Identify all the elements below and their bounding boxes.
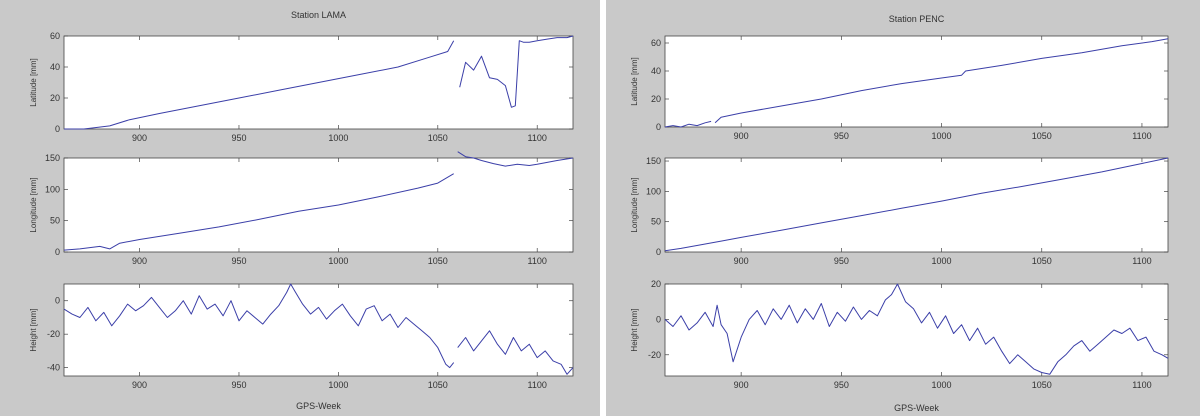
- x-tick-label: 950: [834, 256, 849, 266]
- subplot-2: 900 950 1000 1050 1100 0 50 100 150 Longitude [mm…: [29, 151, 574, 266]
- x-tick-label: 1000: [328, 380, 348, 390]
- x-tick-label: 1100: [1132, 131, 1151, 141]
- y-tick-label: 150: [646, 156, 661, 166]
- x-tick-label: 950: [834, 131, 849, 141]
- x-tick-label: 950: [231, 256, 246, 266]
- x-tick-label: 1100: [528, 133, 547, 143]
- y-tick-label: 40: [50, 62, 60, 72]
- x-tick-label: 950: [231, 380, 246, 390]
- series-line: [63, 173, 454, 251]
- y-axis-label: Latitude [mm]: [630, 57, 639, 105]
- x-tick-label: 900: [734, 131, 749, 141]
- x-tick-label: 1050: [428, 380, 448, 390]
- x-tick-label: 1050: [1032, 131, 1052, 141]
- x-tick-label: 1000: [328, 256, 348, 266]
- y-tick-label: -20: [648, 350, 661, 360]
- x-tick-label: 1000: [328, 133, 348, 143]
- y-tick-label: 100: [45, 184, 60, 194]
- series-line: [714, 38, 1169, 124]
- series-line: [63, 283, 455, 369]
- series-line: [457, 151, 574, 167]
- subplot-1: 900 950 1000 1050 1100 0 20 40 60 Latitude [mm]: [630, 35, 1169, 141]
- x-tick-label: 1000: [932, 380, 952, 390]
- y-axis-label: Height [mm]: [29, 308, 38, 351]
- chart-title: Station LAMA: [291, 10, 346, 20]
- subplot-1: 900 950 1000 1050 1100 0 20 40 60 Latitude [mm]: [29, 31, 574, 143]
- y-tick-label: 60: [50, 31, 60, 41]
- chart-title: Station PENC: [889, 14, 945, 24]
- y-axis-label: Height [mm]: [630, 308, 639, 351]
- y-tick-label: 60: [651, 38, 661, 48]
- y-tick-label: 0: [656, 314, 661, 324]
- y-tick-label: 20: [50, 93, 60, 103]
- y-tick-label: 50: [651, 217, 661, 227]
- y-axis-label: Longitude [mm]: [630, 177, 639, 232]
- plot-area: [664, 283, 1169, 377]
- y-tick-label: 40: [651, 66, 661, 76]
- series-line: [459, 35, 574, 108]
- x-axis-label: GPS-Week: [894, 403, 939, 413]
- x-tick-label: 950: [834, 380, 849, 390]
- y-tick-label: 20: [651, 94, 661, 104]
- x-tick-label: 1100: [1132, 380, 1151, 390]
- y-tick-label: 0: [55, 296, 60, 306]
- x-tick-label: 900: [734, 256, 749, 266]
- x-axis-label: GPS-Week: [296, 401, 341, 411]
- y-tick-label: 0: [55, 247, 60, 257]
- x-tick-label: 1100: [528, 256, 547, 266]
- y-tick-label: 100: [646, 186, 661, 196]
- y-tick-label: 20: [651, 279, 661, 289]
- x-tick-label: 1000: [932, 256, 952, 266]
- y-axis-label: Longitude [mm]: [29, 177, 38, 232]
- series-line: [664, 283, 1169, 375]
- x-tick-label: 1050: [428, 133, 448, 143]
- x-tick-label: 1000: [932, 131, 952, 141]
- x-tick-label: 1050: [1032, 380, 1052, 390]
- y-tick-label: 150: [45, 153, 60, 163]
- x-tick-label: 1100: [1132, 256, 1151, 266]
- x-tick-label: 900: [132, 256, 147, 266]
- y-tick-label: 0: [656, 122, 661, 132]
- x-tick-label: 900: [132, 133, 147, 143]
- subplot-2: 900 950 1000 1050 1100 0 50 100 150 Longitude [mm…: [630, 156, 1169, 266]
- x-tick-label: 1050: [1032, 256, 1052, 266]
- x-tick-label: 1100: [528, 380, 547, 390]
- series-line: [457, 330, 574, 375]
- subplot-3: 900 950 1000 1050 1100 -40 -20 0 Height [mm]: [29, 283, 574, 390]
- series-line: [664, 120, 712, 128]
- y-tick-label: 50: [50, 216, 60, 226]
- plot-area: [63, 283, 574, 377]
- subplot-3: 900 950 1000 1050 1100 -20 0 20 Height [mm]: [630, 279, 1169, 390]
- x-tick-label: 1050: [428, 256, 448, 266]
- plot-area: [63, 157, 574, 253]
- y-tick-label: 0: [55, 124, 60, 134]
- y-tick-label: -20: [47, 329, 60, 339]
- x-tick-label: 950: [231, 133, 246, 143]
- series-line: [664, 157, 1169, 252]
- x-tick-label: 900: [132, 380, 147, 390]
- series-line: [64, 40, 455, 130]
- y-axis-label: Latitude [mm]: [29, 58, 38, 106]
- y-tick-label: -40: [47, 363, 60, 373]
- x-tick-label: 900: [734, 380, 749, 390]
- y-tick-label: 0: [656, 247, 661, 257]
